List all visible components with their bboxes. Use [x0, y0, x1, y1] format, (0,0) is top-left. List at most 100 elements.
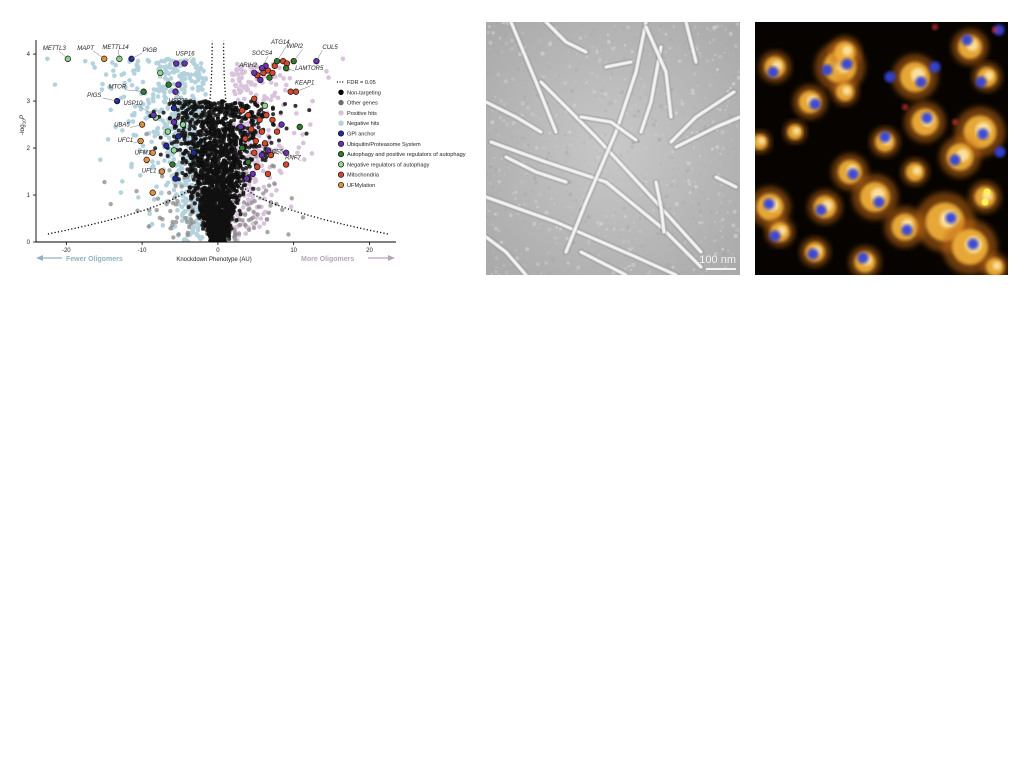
non-targeting-point	[221, 224, 226, 229]
non-targeting-point	[208, 136, 213, 141]
negative-hit-point	[142, 149, 148, 154]
non-targeting-point	[195, 186, 200, 191]
positive-hit-point	[256, 148, 262, 154]
negative-hit-point	[199, 75, 205, 81]
non-targeting-point	[213, 143, 218, 148]
label-leader-line	[184, 56, 192, 64]
positive-hit-point	[231, 72, 237, 77]
bright-puncta	[983, 188, 991, 196]
nucleus	[809, 98, 821, 110]
mitochondria-point	[267, 151, 275, 159]
other-gene-point	[155, 196, 161, 201]
non-targeting-point	[249, 143, 254, 148]
negative-hit-point	[151, 197, 157, 202]
fibril	[579, 250, 628, 275]
non-targeting-point	[202, 113, 207, 118]
non-targeting-point	[235, 184, 240, 189]
non-targeting-point	[260, 157, 265, 162]
autophagy-pos-point	[165, 81, 172, 88]
legend-item-autophagy-neg: Negative regulators of autophagy	[337, 161, 430, 168]
gene-label-usp10: USP10	[123, 101, 143, 107]
fibril	[486, 195, 678, 275]
x-tick-label: -10	[138, 248, 147, 254]
non-targeting-point	[205, 166, 210, 171]
autophagy-neg-point	[157, 69, 164, 77]
non-targeting-point	[256, 125, 261, 130]
negative-hit-point	[45, 56, 50, 62]
negative-hit-point	[168, 76, 174, 81]
non-targeting-point	[207, 223, 212, 228]
legend-label: Other genes	[347, 101, 378, 107]
fibril	[539, 80, 703, 254]
positive-hit-point	[237, 78, 242, 84]
non-targeting-point	[228, 200, 233, 205]
non-targeting-point	[220, 105, 225, 110]
non-targeting-point	[218, 191, 223, 196]
non-targeting-point	[278, 110, 283, 115]
nucleus	[915, 76, 927, 88]
legend-label: GPI anchor	[347, 132, 375, 138]
negative-hit-point	[180, 166, 185, 171]
non-targeting-point	[206, 171, 211, 176]
positive-hit-point	[239, 66, 244, 72]
other-gene-point	[134, 188, 139, 194]
non-targeting-point	[213, 189, 218, 194]
fluorescence-micrograph-panel	[755, 22, 1008, 275]
positive-hit-point	[309, 151, 315, 156]
non-targeting-point	[202, 190, 207, 195]
non-targeting-point	[198, 199, 203, 204]
non-targeting-point	[176, 112, 181, 117]
non-targeting-point	[307, 108, 312, 113]
non-targeting-point	[207, 104, 212, 109]
label-leader-line	[93, 50, 105, 59]
autophagy-neg-point	[261, 102, 269, 109]
fibril	[509, 22, 558, 134]
other-gene-point	[166, 190, 172, 196]
negative-hit-point	[190, 86, 195, 91]
label-leader-line	[276, 45, 288, 62]
other-gene-point	[102, 179, 107, 185]
legend-label: Mitochondria	[347, 173, 380, 179]
label-leader-line	[124, 89, 144, 92]
non-targeting-point	[158, 152, 163, 157]
legend-swatch	[337, 140, 345, 147]
ubiquitin-point	[249, 170, 256, 178]
legend-label: Negative hits	[347, 121, 380, 127]
negative-hit-point	[178, 95, 184, 101]
negative-hit-point	[145, 57, 151, 63]
positive-hit-point	[261, 221, 267, 226]
ubiquitin-point	[258, 151, 266, 159]
fibril	[674, 115, 740, 149]
non-targeting-point	[223, 115, 228, 120]
non-targeting-point	[203, 221, 208, 226]
other-gene-point	[264, 216, 270, 222]
nucleus	[921, 112, 933, 124]
non-targeting-point	[215, 115, 220, 120]
non-targeting-point	[210, 125, 215, 130]
gene-label-mtor: MTOR	[109, 85, 127, 91]
fibril	[486, 100, 543, 134]
legend-swatch	[337, 161, 345, 168]
negative-hit-point	[99, 87, 105, 92]
y-tick-label: 3	[27, 99, 31, 105]
other-gene-point	[188, 221, 194, 226]
non-targeting-point	[211, 119, 216, 124]
non-targeting-point	[161, 110, 166, 115]
autophagy-pos-point	[238, 144, 246, 152]
legend-item-fdr: FDR = 0.05	[337, 80, 376, 86]
non-targeting-point	[237, 208, 242, 213]
non-targeting-point	[212, 129, 217, 134]
positive-hit-point	[262, 209, 268, 215]
non-targeting-point	[270, 105, 275, 110]
legend-item-gpi-anchor: GPI anchor	[337, 130, 375, 138]
positive-hit-point	[241, 96, 247, 102]
other-gene-point	[270, 163, 275, 168]
non-targeting-point	[219, 141, 224, 146]
negative-hit-point	[165, 104, 171, 110]
fdr-threshold-line	[47, 177, 200, 235]
nucleus	[769, 230, 781, 242]
positive-hit-point	[296, 145, 302, 150]
non-targeting-point	[239, 101, 244, 106]
negative-hit-point	[166, 135, 172, 140]
label-leader-line	[175, 91, 185, 104]
